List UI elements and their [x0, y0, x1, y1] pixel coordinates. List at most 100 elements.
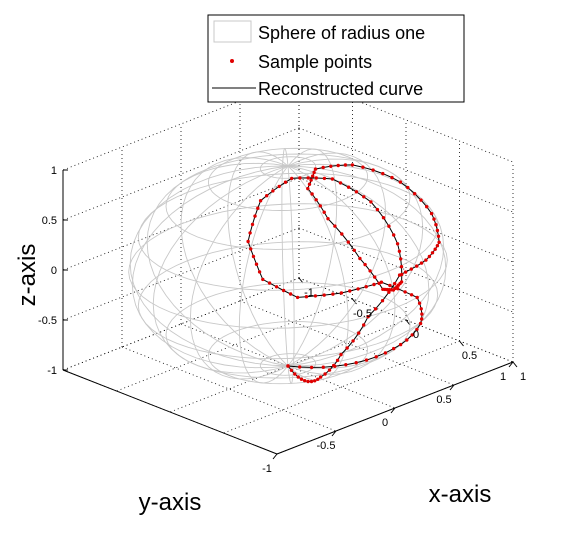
sample-point [286, 364, 290, 368]
sample-point [381, 287, 385, 291]
sample-point [398, 342, 403, 347]
sample-point [368, 269, 372, 273]
sample-point [362, 323, 366, 327]
sphere-longitude-line [146, 162, 289, 367]
sample-point [321, 165, 325, 170]
sample-point [432, 217, 436, 221]
sample-point [309, 178, 313, 182]
sample-point [281, 288, 286, 293]
sample-point [419, 198, 423, 202]
sample-point [430, 251, 435, 255]
sample-point [375, 207, 380, 212]
sample-point [403, 290, 407, 294]
sample-point [356, 287, 360, 291]
sample-point [409, 267, 413, 271]
sample-point [381, 216, 386, 220]
sample-point [364, 358, 369, 362]
sample-point [306, 186, 310, 191]
sample-point [418, 321, 423, 326]
legend-sphere-swatch [213, 20, 252, 43]
sample-point [250, 222, 255, 227]
y-tick-mark [449, 384, 455, 391]
sample-point [257, 270, 262, 274]
y-tick-label: 0.5 [436, 394, 451, 406]
sample-point [409, 293, 414, 297]
sample-point [380, 299, 385, 303]
sample-point [369, 200, 373, 204]
sample-point [267, 281, 272, 285]
z-axis-label: z-axis [14, 244, 41, 307]
sample-point [248, 231, 252, 235]
sample-point [397, 273, 402, 277]
y-tick-label: 0 [382, 417, 388, 429]
sample-point [310, 192, 314, 196]
sample-point [390, 175, 394, 180]
sample-point [346, 185, 351, 189]
sample-point [403, 270, 408, 274]
sample-point [436, 234, 441, 238]
x-axis-label: x-axis [429, 481, 492, 508]
legend-label-sample: Sample points [258, 52, 372, 72]
sample-point [363, 262, 367, 267]
x-tick-label: -1 [304, 287, 314, 299]
sample-point [298, 365, 302, 369]
sphere-longitude-line [129, 165, 289, 367]
sample-point [372, 282, 376, 287]
sample-point [296, 375, 300, 379]
sample-point [434, 223, 438, 227]
sample-point [318, 375, 323, 379]
sample-point [413, 192, 417, 196]
sample-point [330, 177, 335, 181]
sample-point [419, 307, 423, 311]
sample-point [249, 247, 253, 251]
sample-point [289, 368, 294, 372]
y-axis-line [62, 369, 278, 455]
sample-point [329, 164, 333, 168]
sample-point [246, 239, 250, 244]
sample-point [309, 365, 314, 370]
x-tick-mark [352, 298, 357, 305]
sample-point [366, 315, 370, 319]
sample-point [283, 180, 288, 184]
x-tick-label: 0.5 [462, 350, 477, 362]
x-tick-mark [512, 361, 518, 368]
sample-point [295, 295, 300, 300]
sample-point [293, 372, 297, 376]
sample-point [437, 240, 441, 244]
sample-point [371, 168, 375, 172]
sphere-longitude-line [287, 165, 396, 375]
sample-point [338, 181, 343, 185]
y-tick-label: 1 [500, 371, 506, 383]
sample-point [332, 363, 336, 368]
sphere-longitude-line [287, 163, 445, 367]
sample-point [314, 176, 318, 180]
sample-point [316, 377, 320, 381]
sphere-longitude-line [287, 165, 295, 385]
sample-point [427, 254, 432, 259]
sample-point [314, 198, 318, 202]
sample-point [348, 289, 352, 293]
sample-point [373, 307, 378, 311]
sample-point [395, 242, 400, 246]
sample-point [258, 199, 263, 203]
sample-point [261, 277, 265, 282]
y-axis-label: y-axis [139, 489, 202, 516]
sample-point [271, 189, 275, 193]
sphere-longitude-line [238, 165, 289, 384]
sample-point [415, 295, 419, 300]
sample-point [387, 290, 391, 294]
sample-point [352, 248, 356, 252]
sample-point [420, 312, 424, 316]
y-tick-mark [390, 407, 396, 414]
sample-point [399, 257, 403, 261]
z-tick-label: -0.5 [38, 315, 57, 327]
sample-point [364, 285, 368, 289]
sample-point [357, 331, 361, 335]
sample-point [336, 163, 340, 168]
sample-point [309, 379, 314, 384]
sample-point [344, 363, 348, 367]
sample-point [299, 377, 304, 381]
sample-point [351, 339, 355, 343]
sample-point [424, 258, 428, 262]
sample-point [350, 163, 355, 167]
